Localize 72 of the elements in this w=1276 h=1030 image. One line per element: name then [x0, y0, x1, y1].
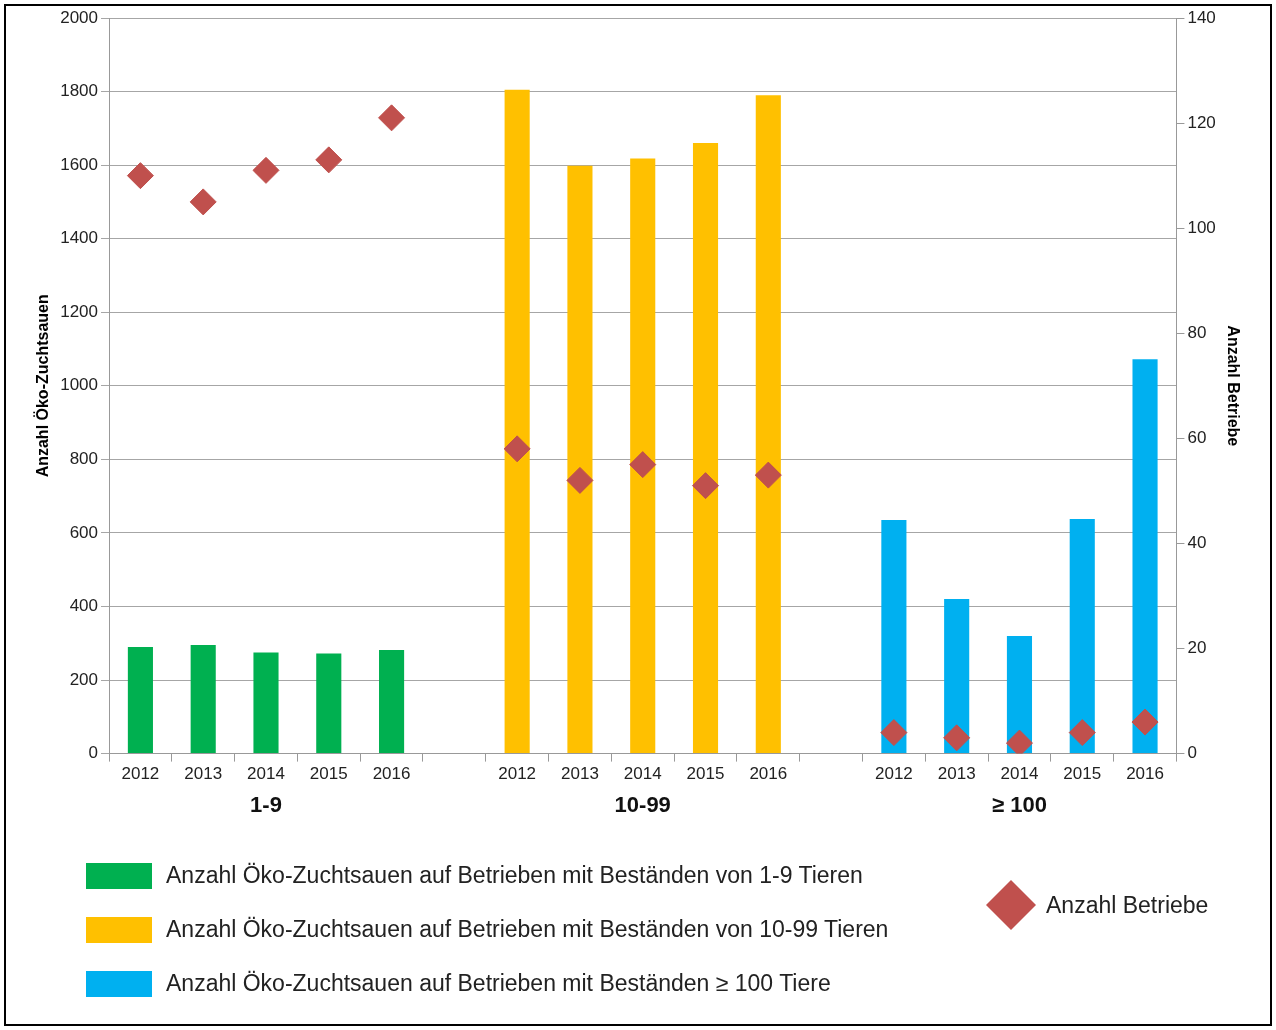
y2-tick-label: 120 [1187, 112, 1216, 132]
point [1068, 719, 1096, 747]
point [189, 188, 217, 216]
point [692, 472, 720, 500]
bar [630, 158, 656, 754]
bar [253, 652, 279, 754]
bar [379, 649, 405, 754]
y2-tick-label: 140 [1187, 7, 1216, 27]
x-tick-label: 2012 [121, 764, 160, 784]
bar [1132, 359, 1158, 754]
legend-label: Anzahl Öko-Zuchtsauen auf Betrieben mit Beständen ≥ 100 Tiere [166, 970, 831, 997]
bar [881, 520, 907, 754]
x-tick-label: 2016 [1126, 764, 1164, 784]
point [126, 162, 154, 190]
y-tick-label: 1800 [60, 81, 99, 101]
bar [692, 143, 719, 754]
x-tick-label: 2013 [184, 764, 223, 784]
y-tick-label: 1600 [60, 154, 99, 174]
x-tick-label: 2015 [686, 764, 725, 784]
bar [316, 653, 342, 754]
bar [1069, 518, 1095, 754]
legend-label: Anzahl Öko-Zuchtsauen auf Betrieben mit Beständen von 10-99 Tieren [166, 916, 889, 943]
y-tick-label: 0 [88, 743, 99, 763]
point [1005, 729, 1033, 754]
text: 1-9 [250, 792, 282, 818]
bar [190, 645, 216, 754]
x-tick-label: 2016 [749, 764, 788, 784]
x-tick-label: 2016 [372, 764, 411, 784]
y-tick-label: 1200 [60, 301, 99, 321]
x-tick-label: 2015 [309, 764, 348, 784]
y-tick-label: 1400 [60, 228, 99, 248]
point [566, 466, 594, 494]
x-tick-label: 2012 [874, 764, 913, 784]
bar [567, 165, 593, 754]
text: 10-99 [614, 792, 671, 818]
y2-axis-title: Anzahl Betriebe [1224, 325, 1242, 447]
y2-tick-label: 20 [1187, 638, 1207, 658]
y2-tick-label: 60 [1187, 428, 1207, 448]
point [629, 451, 657, 479]
y-tick-label: 800 [69, 449, 99, 469]
bar [127, 646, 153, 754]
y2-tick-label: 0 [1187, 743, 1197, 763]
legend-label: Anzahl Betriebe [1046, 891, 1209, 919]
legend-label: Anzahl Öko-Zuchtsauen auf Betrieben mit Beständen von 1-9 Tieren [166, 862, 863, 889]
bar [755, 95, 781, 754]
y2-tick-label: 80 [1187, 322, 1207, 342]
y-tick-label: 600 [69, 522, 99, 542]
x-tick-label: 2013 [561, 764, 599, 784]
y2-tick-label: 100 [1187, 217, 1216, 237]
point [378, 104, 406, 132]
y-tick-label: 400 [69, 596, 99, 616]
y-axis-title: Anzahl Öko-Zuchtsauen [33, 294, 52, 478]
point [880, 719, 908, 747]
point [503, 435, 531, 463]
y-tick-label: 200 [69, 669, 99, 689]
y2-tick-label: 40 [1187, 533, 1207, 553]
point [315, 146, 343, 174]
point [943, 724, 971, 752]
point [252, 156, 280, 184]
y-tick-label: 1000 [60, 375, 99, 395]
bar [944, 599, 970, 754]
x-tick-label: 2014 [623, 764, 662, 784]
x-tick-label: 2014 [1000, 764, 1039, 784]
text: ≥ 100 [992, 792, 1047, 818]
point [754, 461, 782, 489]
y-tick-label: 2000 [60, 7, 99, 27]
x-tick-label: 2015 [1063, 764, 1102, 784]
x-tick-label: 2014 [247, 764, 285, 784]
x-tick-label: 2013 [937, 764, 976, 784]
point [1131, 708, 1159, 736]
bar [504, 89, 530, 754]
x-tick-label: 2012 [498, 764, 537, 784]
